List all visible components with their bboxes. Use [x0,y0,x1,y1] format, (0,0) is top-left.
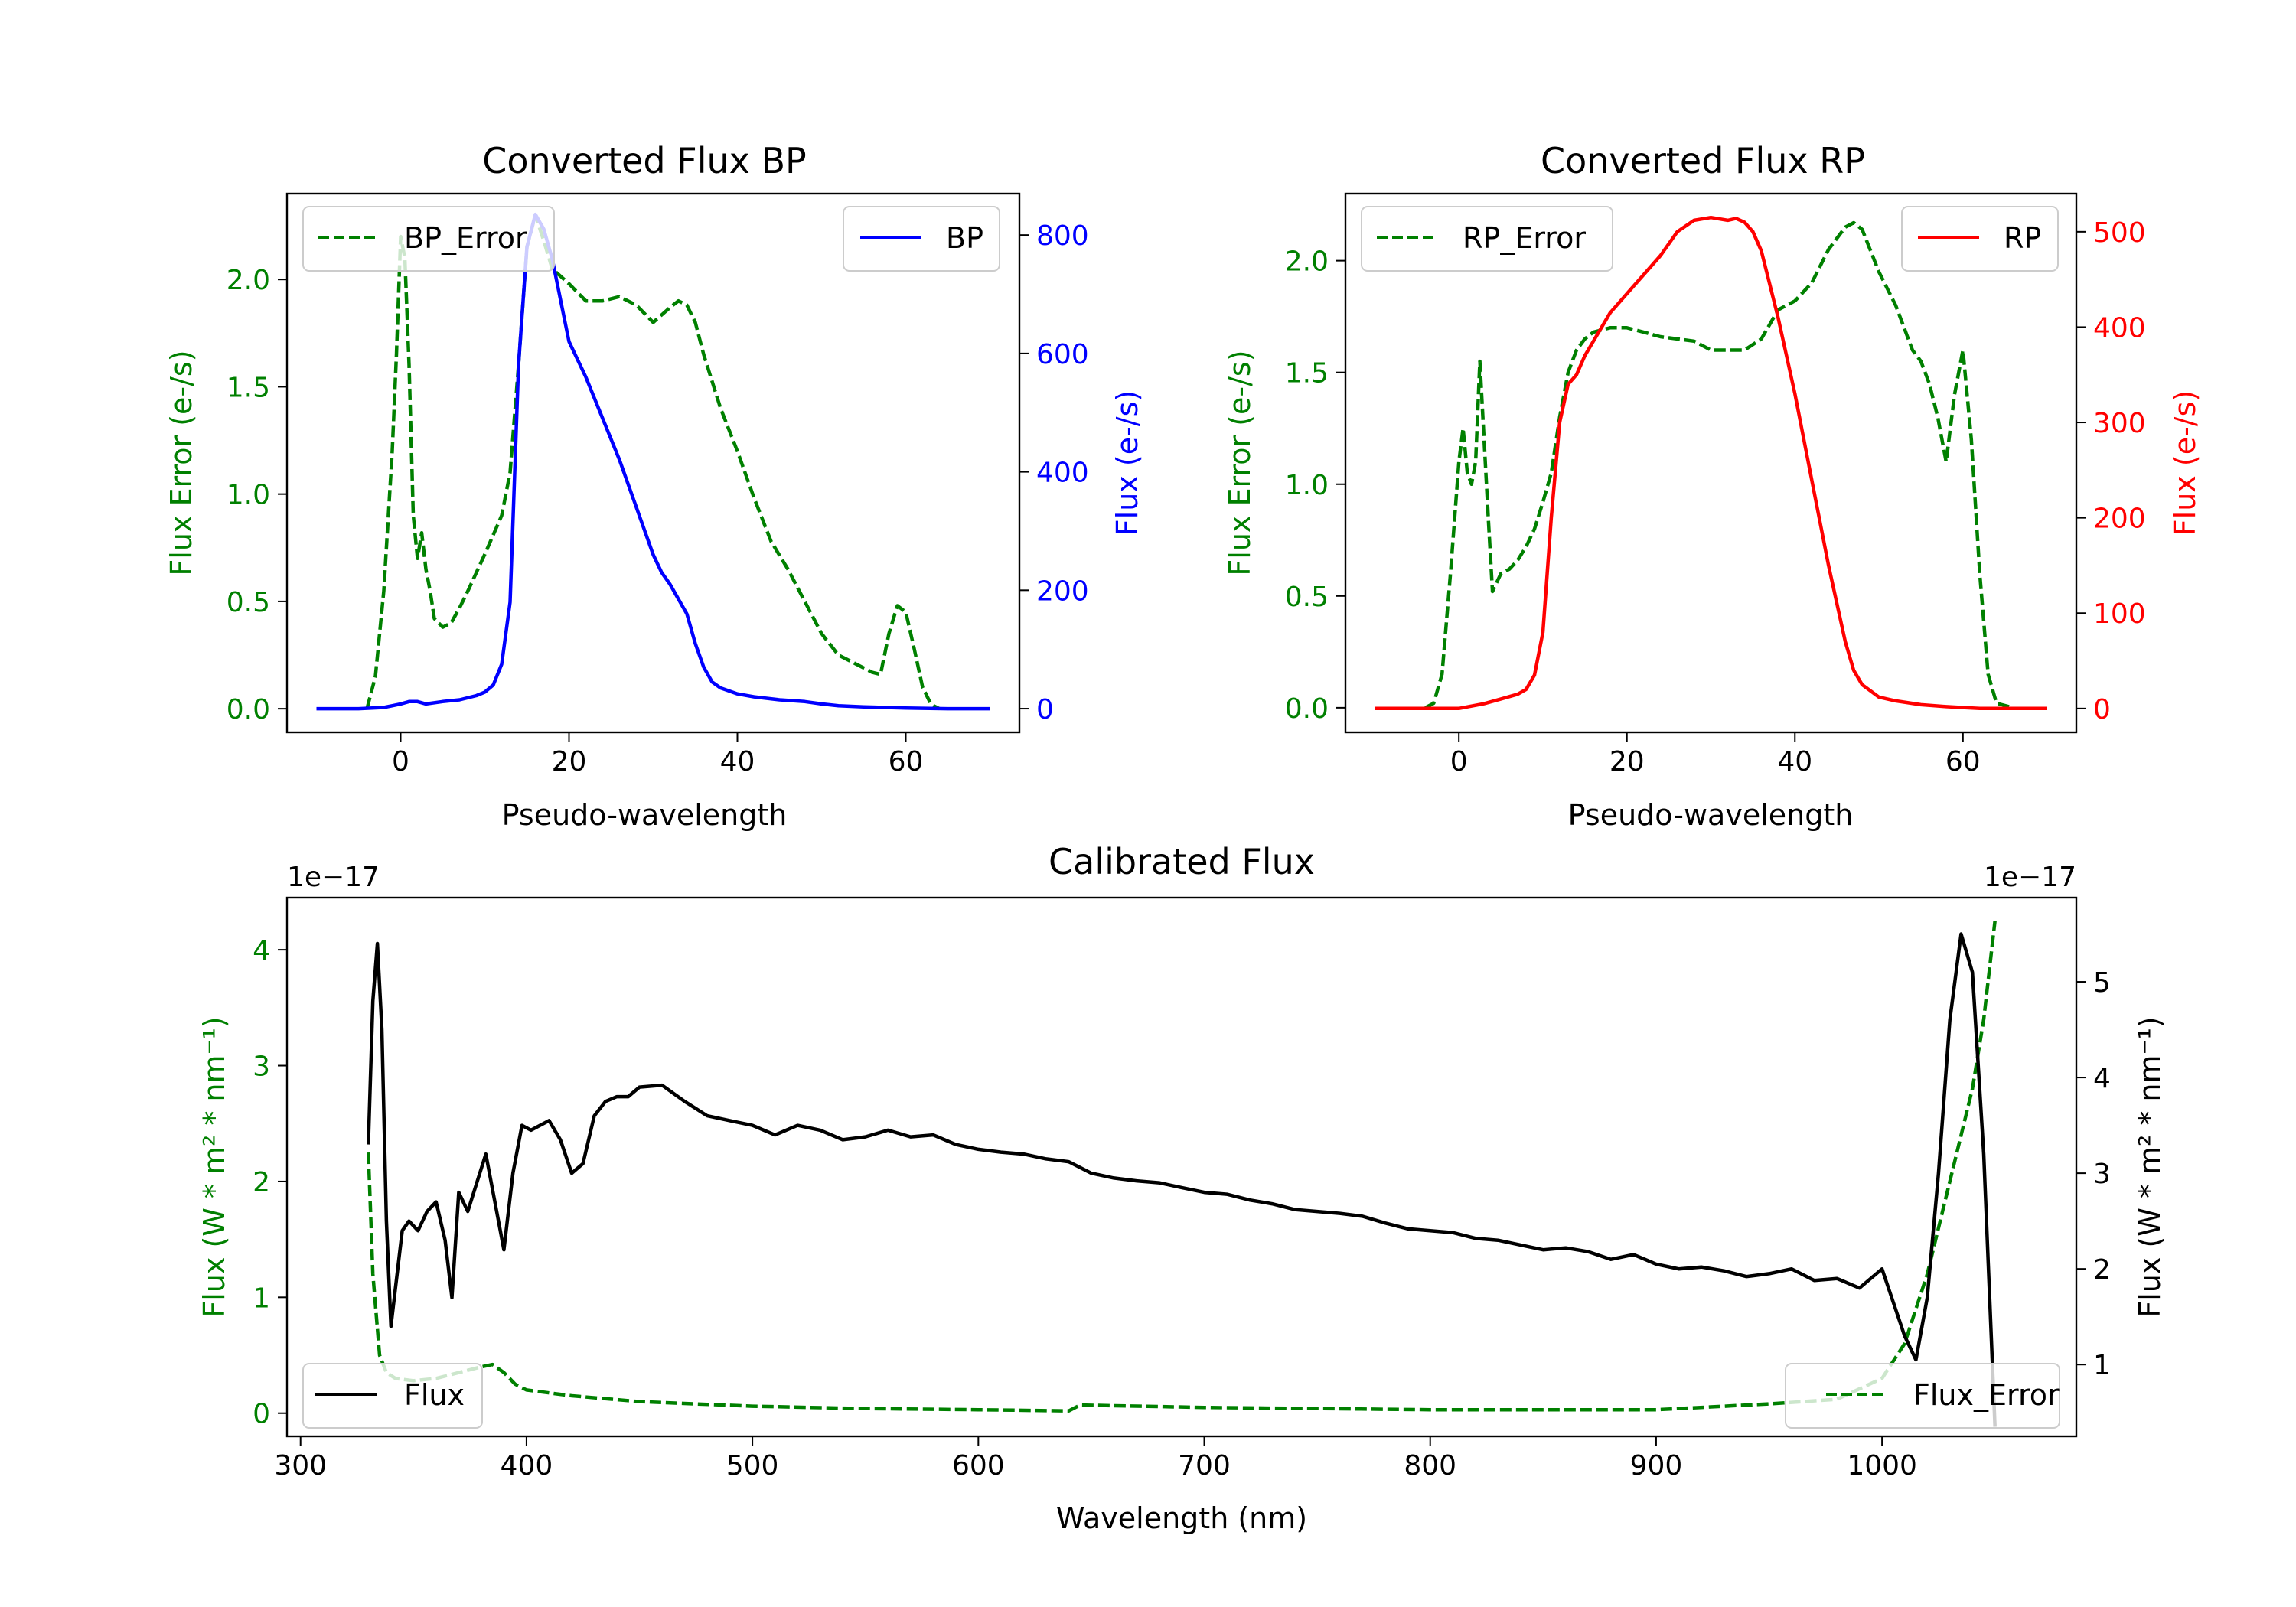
y-right-tick-label: 200 [1036,575,1089,607]
rp-title: Converted Flux RP [1541,140,1865,181]
series-flux-error-line [367,921,1997,1413]
bp-series [316,212,990,711]
calibrated-y-right-label: Flux (W * m² * nm⁻¹) [2133,1016,2167,1317]
y-left-tick-label: 1.5 [227,372,270,403]
y-right-tick-label: 600 [1036,339,1089,370]
legend-label: Flux_Error [1913,1378,2060,1412]
calibrated-offset-left: 1e−17 [287,862,380,893]
y-left-tick-label: 0.0 [227,694,270,725]
series-flux-line [367,932,1997,1427]
calibrated-legend-error: Flux_Error [1785,1363,2060,1429]
series-rp-line [1375,215,2047,711]
legend-label: BP [946,221,983,255]
x-tick-label: 40 [1777,746,1812,777]
bp-legend-error: BP_Error [302,206,555,272]
rp-ticks: 0 20 40 60 0.0 0.5 1.0 1.5 2.0 0 100 200 300 400 500 [1285,217,2146,777]
legend-box [302,206,555,272]
legend-box [1785,1363,2060,1429]
legend-label: BP_Error [404,221,527,255]
legend-box [1361,206,1613,272]
rp-legend-error: RP_Error [1361,206,1613,272]
x-tick-label: 20 [552,746,587,777]
bp-y-right-label: Flux (e-/s) [1110,390,1144,536]
y-left-tick-label: 0.5 [1285,582,1329,613]
rp-legend-flux: RP [1901,206,2059,272]
calibrated-x-label: Wavelength (nm) [1056,1501,1307,1535]
y-left-tick-label: 4 [253,935,270,966]
calibrated-ticks: 300 400 500 600 700 800 900 1000 0 1 2 3 4 1 2 3 4 5 [253,935,2111,1482]
y-left-tick-label: 1.0 [227,480,270,511]
rp-x-label: Pseudo-wavelength [1568,798,1854,832]
bp-legend-flux: BP [843,206,1000,272]
x-tick-label: 400 [501,1450,553,1482]
y-left-tick-label: 1 [253,1283,270,1314]
y-right-tick-label: 300 [2093,408,2146,439]
y-left-tick-label: 0.0 [1285,693,1329,725]
y-left-tick-label: 0.5 [227,587,270,618]
y-left-tick-label: 2.0 [1285,246,1329,278]
series-bp-line [316,212,990,711]
bp-axes-frame [285,192,1021,734]
y-right-tick-label: 500 [2093,217,2146,249]
rp-y-left-label: Flux Error (e-/s) [1223,350,1257,575]
y-left-tick-label: 0 [253,1399,270,1430]
x-tick-label: 500 [726,1450,779,1482]
legend-label: RP_Error [1463,221,1586,255]
legend-box [1901,206,2059,272]
rp-axes-frame [1344,192,2078,734]
calibrated-y-left-label: Flux (W * m² * nm⁻¹) [197,1016,231,1317]
y-left-tick-label: 1.5 [1285,358,1329,390]
y-right-tick-label: 4 [2093,1063,2111,1094]
y-left-tick-label: 2 [253,1167,270,1198]
bp-x-label: Pseudo-wavelength [502,798,788,832]
x-tick-label: 300 [274,1450,327,1482]
legend-label: RP [2004,221,2041,255]
y-left-tick-label: 1.0 [1285,470,1329,501]
y-right-tick-label: 0 [1036,694,1054,725]
legend-label: Flux [404,1378,465,1412]
series-bp-error-line [365,213,941,711]
x-tick-label: 40 [720,746,755,777]
calibrated-panel: Calibrated Flux 1e−17 1e−17 300 400 500 600… [197,841,2167,1535]
y-right-tick-label: 3 [2093,1159,2111,1190]
y-left-tick-label: 2.0 [227,265,270,296]
y-right-tick-label: 200 [2093,504,2146,535]
x-tick-label: 0 [392,746,409,777]
y-right-tick-label: 800 [1036,220,1089,252]
rp-series [1375,215,2047,711]
x-tick-label: 20 [1609,746,1645,777]
bp-title: Converted Flux BP [482,140,807,181]
y-right-tick-label: 1 [2093,1350,2111,1381]
y-left-tick-label: 3 [253,1051,270,1083]
rp-panel: Converted Flux RP 0 20 40 60 0.0 0.5 1.0 1.5 2.0… [1223,140,2202,832]
x-tick-label: 60 [1945,746,1981,777]
x-tick-label: 600 [952,1450,1005,1482]
y-right-tick-label: 2 [2093,1254,2111,1286]
x-tick-label: 60 [889,746,924,777]
calibrated-series [367,921,1997,1427]
x-tick-label: 700 [1178,1450,1231,1482]
y-right-tick-label: 0 [2093,694,2111,725]
calibrated-offset-right: 1e−17 [1984,862,2076,893]
x-tick-label: 1000 [1847,1450,1917,1482]
calibrated-legend-flux: Flux [302,1363,483,1429]
calibrated-axes-frame [285,896,2078,1438]
x-tick-label: 800 [1404,1450,1456,1482]
legend-box [302,1363,483,1429]
y-right-tick-label: 5 [2093,967,2111,999]
x-tick-label: 0 [1450,746,1468,777]
y-right-tick-label: 100 [2093,598,2146,630]
bp-ticks: 0 20 40 60 0.0 0.5 1.0 1.5 2.0 0 200 400 600 800 [227,220,1089,777]
calibrated-title: Calibrated Flux [1049,841,1315,882]
x-tick-label: 900 [1630,1450,1683,1482]
bp-y-left-label: Flux Error (e-/s) [165,350,198,575]
series-rp-error-line [1424,220,2014,710]
y-right-tick-label: 400 [2093,312,2146,344]
rp-y-right-label: Flux (e-/s) [2168,390,2202,536]
bp-panel: Converted Flux BP 0 20 40 60 0.0 0.5 1.0 1.5 2.0… [165,140,1144,832]
y-right-tick-label: 400 [1036,458,1089,489]
